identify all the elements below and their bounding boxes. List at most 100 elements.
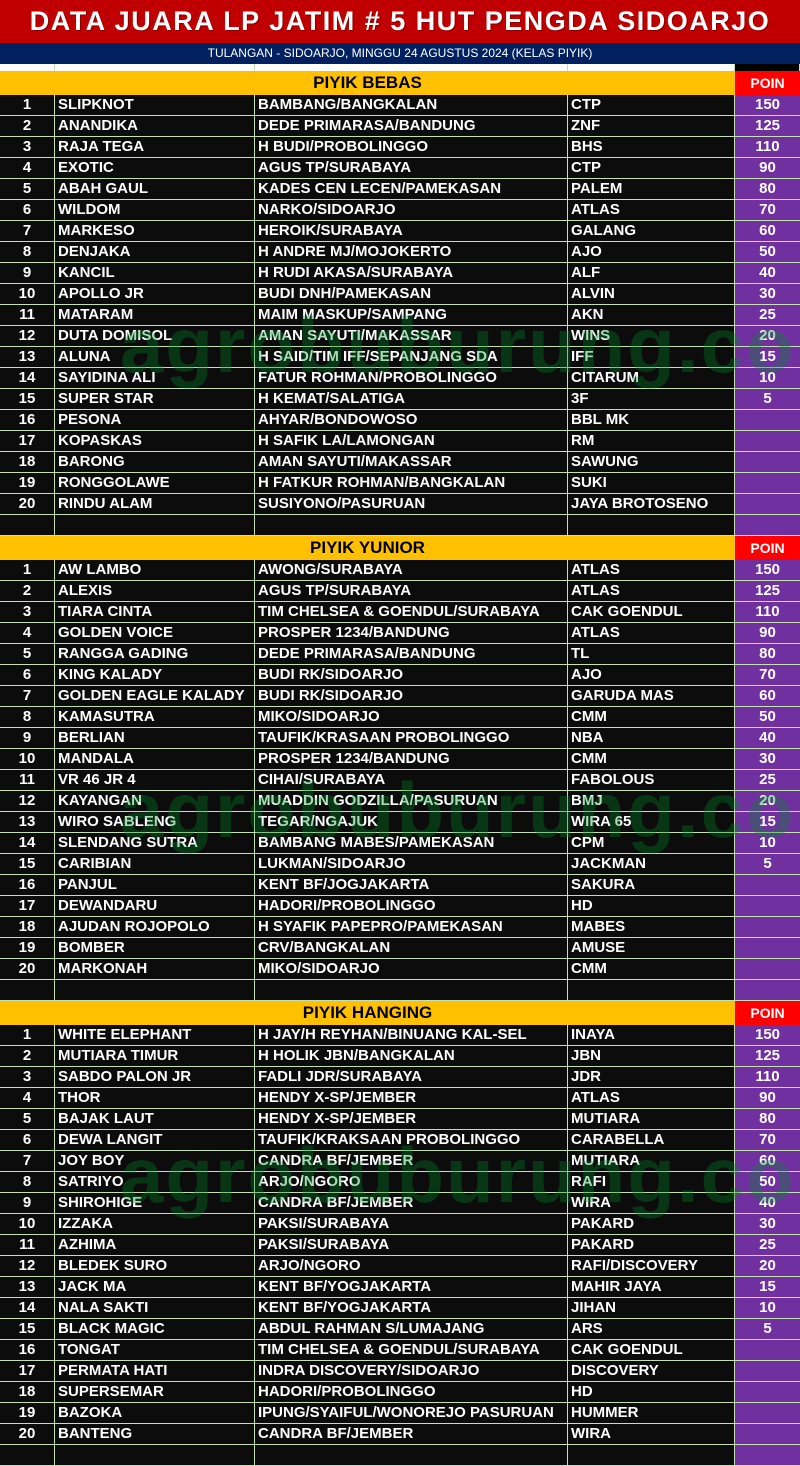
section-title: PIYIK BEBAS	[0, 71, 735, 95]
table-row: 7 MARKESO HEROIK/SURABAYA GALANG 60	[0, 221, 800, 242]
cell-points: 80	[735, 179, 800, 199]
cell-bird-name: AJUDAN ROJOPOLO	[55, 917, 255, 937]
cell-rank: 15	[0, 389, 55, 409]
cell-points: 125	[735, 1046, 800, 1066]
cell-bird-name: AW LAMBO	[55, 560, 255, 580]
cell-bird-name: GOLDEN VOICE	[55, 623, 255, 643]
cell-bird-name: TONGAT	[55, 1340, 255, 1360]
cell-points: 110	[735, 137, 800, 157]
cell-bird-name: RONGGOLAWE	[55, 473, 255, 493]
cell-rank: 14	[0, 1298, 55, 1318]
cell-bird-name: ALUNA	[55, 347, 255, 367]
cell-bird-name: SABDO PALON JR	[55, 1067, 255, 1087]
cell-points: 30	[735, 1214, 800, 1234]
cell-team: JBN	[568, 1046, 735, 1066]
cell-owner: LUKMAN/SIDOARJO	[255, 854, 568, 874]
cell-points: 150	[735, 95, 800, 115]
cell-team: ATLAS	[568, 623, 735, 643]
cell-rank: 10	[0, 284, 55, 304]
cell-bird-name: BAZOKA	[55, 1403, 255, 1423]
cell-owner: HEROIK/SURABAYA	[255, 221, 568, 241]
table-row: 16 PESONA AHYAR/BONDOWOSO BBL MK	[0, 410, 800, 431]
cell-rank: 11	[0, 305, 55, 325]
cell-points: 125	[735, 581, 800, 601]
cell-owner	[255, 1445, 568, 1465]
cell-rank: 10	[0, 1214, 55, 1234]
cell-points	[735, 917, 800, 937]
table-row: 1 WHITE ELEPHANT H JAY/H REYHAN/BINUANG KA…	[0, 1025, 800, 1046]
table-row: 13 WIRO SABLENG TEGAR/NGAJUK WIRA 65 15	[0, 812, 800, 833]
cell-team: CMM	[568, 959, 735, 979]
cell-bird-name: ALEXIS	[55, 581, 255, 601]
cell-points: 25	[735, 305, 800, 325]
cell-team: AKN	[568, 305, 735, 325]
cell-owner: H HOLIK JBN/BANGKALAN	[255, 1046, 568, 1066]
cell-team: GALANG	[568, 221, 735, 241]
cell-rank: 14	[0, 833, 55, 853]
cell-owner: CRV/BANGKALAN	[255, 938, 568, 958]
cell-owner: H KEMAT/SALATIGA	[255, 389, 568, 409]
cell-owner: TIM CHELSEA & GOENDUL/SURABAYA	[255, 1340, 568, 1360]
cell-rank: 9	[0, 728, 55, 748]
cell-owner: INDRA DISCOVERY/SIDOARJO	[255, 1361, 568, 1381]
cell-team: AJO	[568, 665, 735, 685]
table-row: 13 ALUNA H SAID/TIM IFF/SEPANJANG SDA IFF 15	[0, 347, 800, 368]
cell-team: AJO	[568, 242, 735, 262]
cell-rank: 11	[0, 1235, 55, 1255]
cell-points	[735, 431, 800, 451]
cell-rank: 16	[0, 875, 55, 895]
cell-points: 150	[735, 560, 800, 580]
cell-points: 30	[735, 284, 800, 304]
section-title: PIYIK HANGING	[0, 1001, 735, 1025]
cell-rank: 4	[0, 623, 55, 643]
page-title: DATA JUARA LP JATIM # 5 HUT PENGDA SIDOA…	[0, 0, 800, 43]
cell-team: MAHIR JAYA	[568, 1277, 735, 1297]
cell-bird-name: BERLIAN	[55, 728, 255, 748]
table-row: 8 KAMASUTRA MIKO/SIDOARJO CMM 50	[0, 707, 800, 728]
cell-rank: 4	[0, 1088, 55, 1108]
cell-team: PAKARD	[568, 1214, 735, 1234]
cell-points: 5	[735, 1319, 800, 1339]
cell-team: NBA	[568, 728, 735, 748]
table-row: 9 KANCIL H RUDI AKASA/SURABAYA ALF 40	[0, 263, 800, 284]
cell-owner: H RUDI AKASA/SURABAYA	[255, 263, 568, 283]
cell-bird-name: SUPERSEMAR	[55, 1382, 255, 1402]
cell-team: CMM	[568, 749, 735, 769]
cell-bird-name: CARIBIAN	[55, 854, 255, 874]
table-row: 5 ABAH GAUL KADES CEN LECEN/PAMEKASAN PALEM…	[0, 179, 800, 200]
cell-team: MUTIARA	[568, 1151, 735, 1171]
cell-owner: PROSPER 1234/BANDUNG	[255, 623, 568, 643]
table-row: 12 KAYANGAN MUADDIN GODZILLA/PASURUAN BMJ 20	[0, 791, 800, 812]
table-row: 19 RONGGOLAWE H FATKUR ROHMAN/BANGKALAN SUK…	[0, 473, 800, 494]
cell-points	[735, 875, 800, 895]
cell-owner: NARKO/SIDOARJO	[255, 200, 568, 220]
cell-rank: 8	[0, 707, 55, 727]
table-row: 20 BANTENG CANDRA BF/JEMBER WIRA	[0, 1424, 800, 1445]
table-row: 4 THOR HENDY X-SP/JEMBER ATLAS 90	[0, 1088, 800, 1109]
cell-owner: HENDY X-SP/JEMBER	[255, 1109, 568, 1129]
table-row: 11 VR 46 JR 4 CIHAI/SURABAYA FABOLOUS 25	[0, 770, 800, 791]
cell-team: PALEM	[568, 179, 735, 199]
cell-bird-name: BLEDEK SURO	[55, 1256, 255, 1276]
cell-bird-name: MANDALA	[55, 749, 255, 769]
cell-points: 40	[735, 1193, 800, 1213]
table-row: 9 SHIROHIGE CANDRA BF/JEMBER WIRA 40	[0, 1193, 800, 1214]
cell-team: IFF	[568, 347, 735, 367]
cell-points	[735, 938, 800, 958]
cell-rank	[0, 980, 55, 1000]
cell-owner: CANDRA BF/JEMBER	[255, 1193, 568, 1213]
table-row	[0, 980, 800, 1001]
cell-bird-name: JOY BOY	[55, 1151, 255, 1171]
cell-team: ARS	[568, 1319, 735, 1339]
cell-owner: AHYAR/BONDOWOSO	[255, 410, 568, 430]
cell-points: 10	[735, 368, 800, 388]
cell-points	[735, 452, 800, 472]
cell-rank: 10	[0, 749, 55, 769]
cell-rank: 2	[0, 581, 55, 601]
table-row: 17 KOPASKAS H SAFIK LA/LAMONGAN RM	[0, 431, 800, 452]
cell-owner: TAUFIK/KRAKSAAN PROBOLINGGO	[255, 1130, 568, 1150]
cell-owner: H JAY/H REYHAN/BINUANG KAL-SEL	[255, 1025, 568, 1045]
cell-rank: 20	[0, 1424, 55, 1444]
cell-team: MUTIARA	[568, 1109, 735, 1129]
cell-team: WIRA 65	[568, 812, 735, 832]
